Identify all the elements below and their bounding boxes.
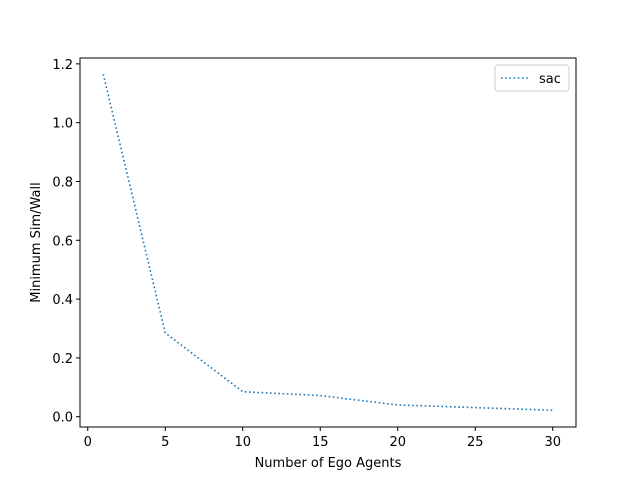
y-axis-label: Minimum Sim/Wall [29,182,44,303]
x-tick-label: 20 [389,435,406,450]
x-tick-label: 10 [234,435,251,450]
y-axis: 0.0 0.2 0.4 0.6 0.8 1.0 1.2 [52,58,80,426]
x-axis-label: Number of Ego Agents [255,456,402,471]
y-tick-label: 0.0 [52,411,73,426]
plot-area [79,57,577,428]
x-tick-label: 5 [161,435,169,450]
x-axis: 0 5 10 15 20 25 30 [84,427,561,450]
y-tick-label: 0.4 [52,293,73,308]
y-tick-label: 0.6 [52,234,73,249]
y-tick-label: 1.0 [52,117,73,132]
y-tick-label: 0.2 [52,352,73,367]
y-tick-label: 1.2 [52,58,73,73]
legend-label: sac [539,72,561,87]
legend-box [494,64,570,92]
y-tick-label: 0.8 [52,175,73,190]
x-tick-label: 15 [312,435,329,450]
legend: sac [494,64,570,92]
x-tick-label: 0 [84,435,92,450]
x-tick-label: 25 [467,435,484,450]
x-tick-label: 30 [544,435,561,450]
